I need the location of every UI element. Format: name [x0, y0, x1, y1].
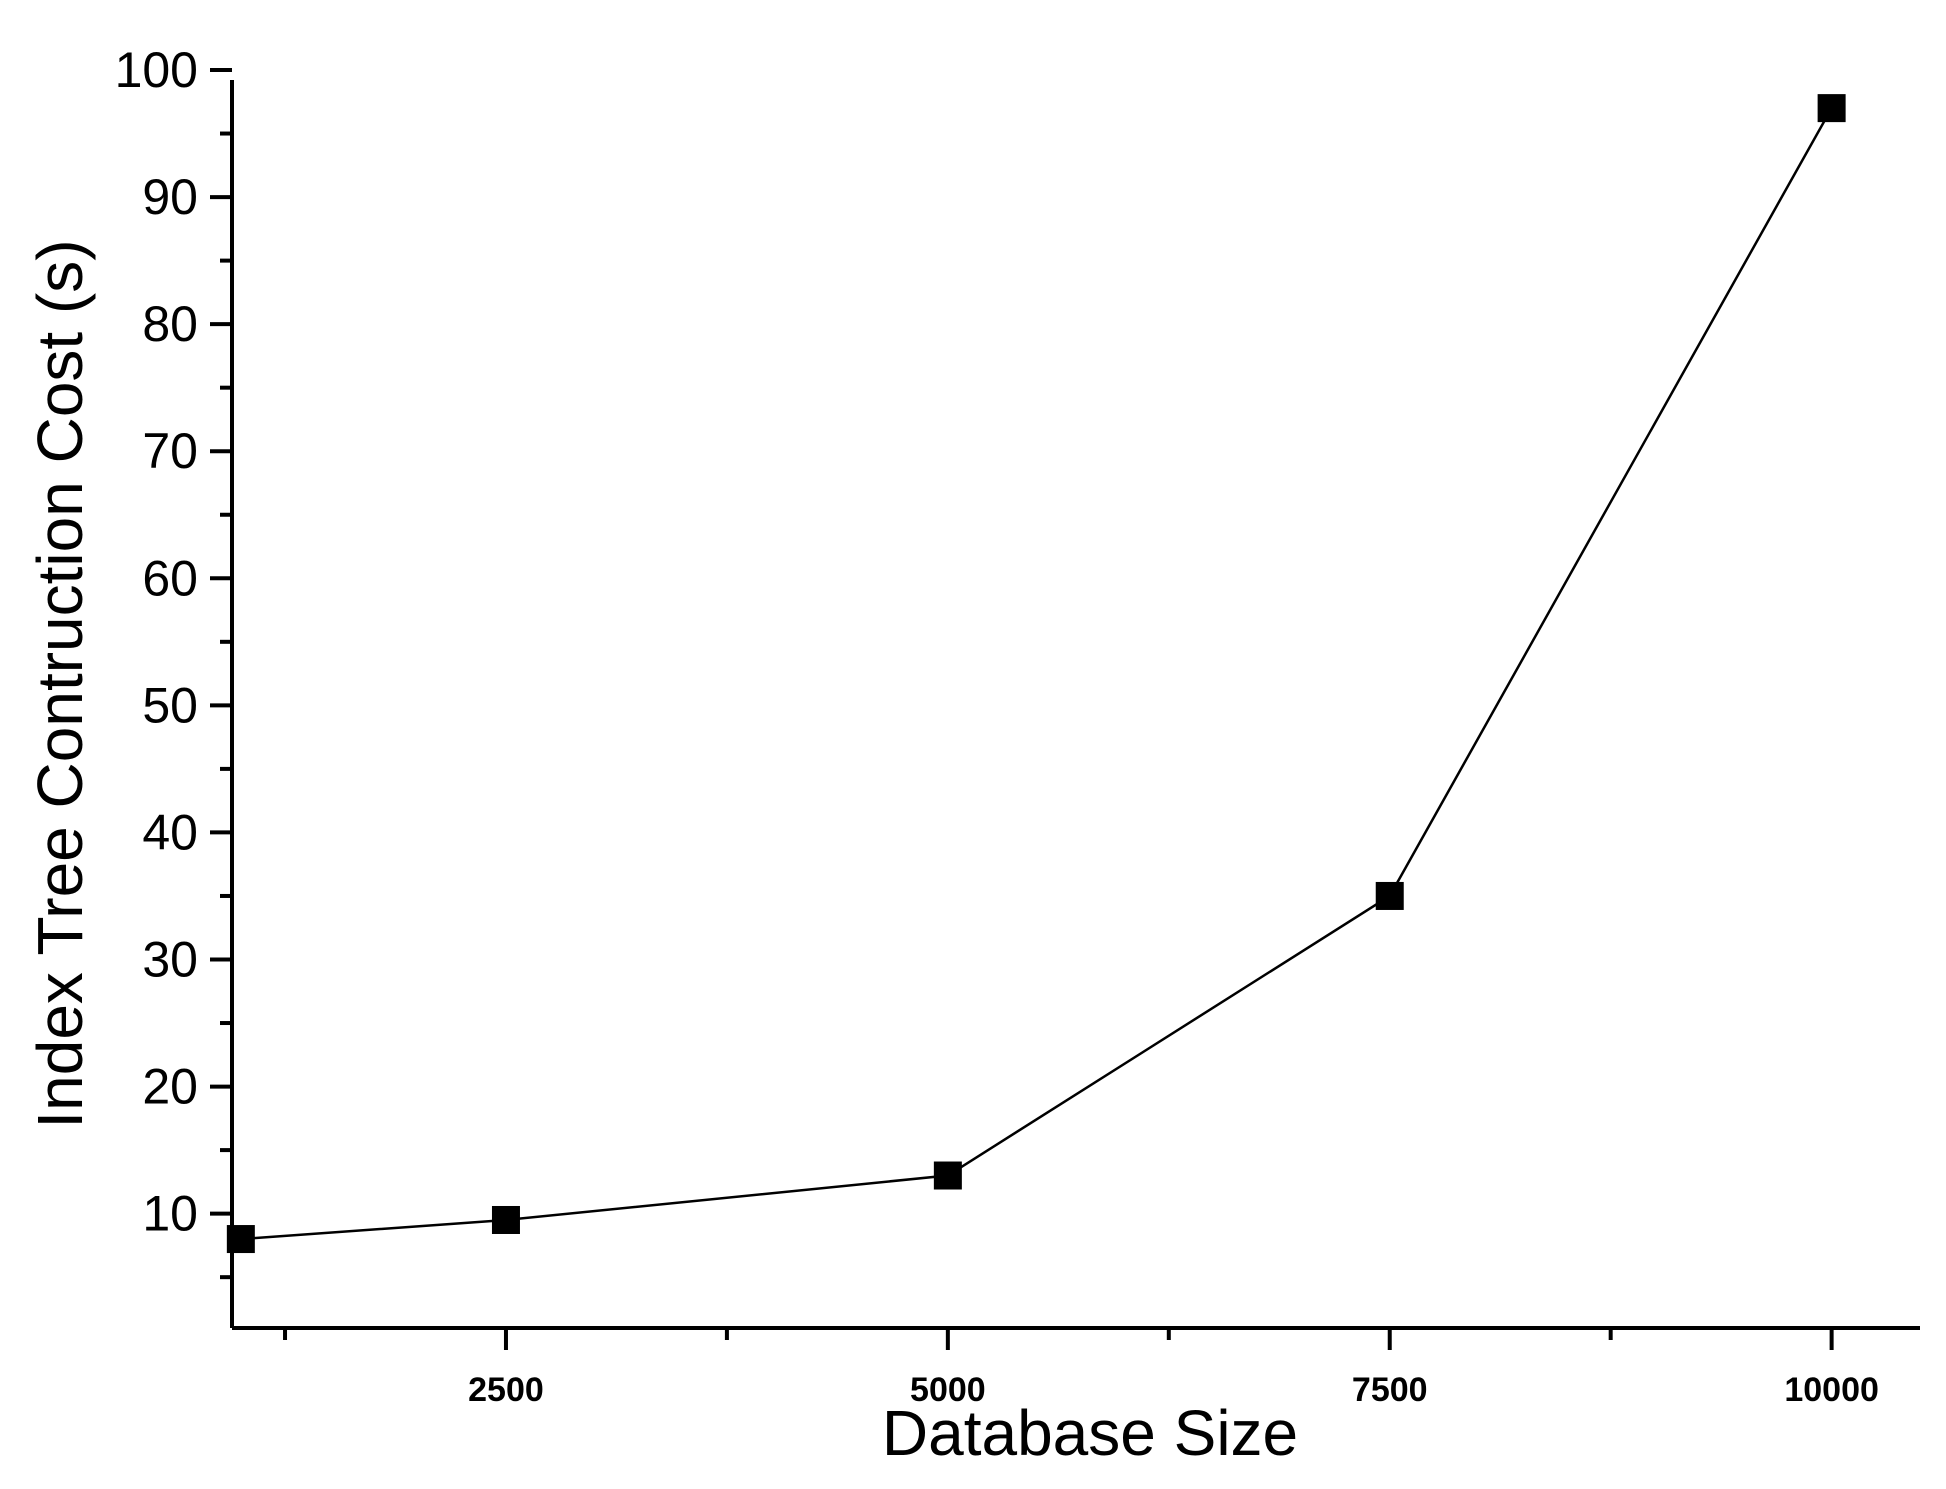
y-tick-label: 80 — [142, 296, 198, 352]
data-point — [933, 1161, 962, 1190]
ticks: 10 20 30 40 50 60 70 80 90 100 2500 5000 7500 10000 — [115, 42, 1879, 1409]
y-tick-label: 60 — [142, 550, 198, 606]
y-tick-label: 10 — [142, 1186, 198, 1242]
y-tick-label: 90 — [142, 169, 198, 225]
x-tick-label: 2500 — [468, 1371, 544, 1409]
series-line — [240, 107, 1833, 1241]
x-tick-label: 10000 — [1784, 1371, 1879, 1409]
data-point — [1817, 94, 1846, 123]
x-tick-label: 7500 — [1352, 1371, 1428, 1409]
data-point — [226, 1225, 255, 1254]
y-tick-label: 100 — [115, 42, 198, 98]
series — [226, 94, 1846, 1254]
y-axis-title: Index Tree Contruction Cost (s) — [24, 239, 96, 1128]
x-tick-label: 5000 — [910, 1371, 986, 1409]
y-tick-label: 20 — [142, 1059, 198, 1115]
data-point — [491, 1205, 520, 1234]
data-point — [1375, 881, 1404, 910]
y-tick-label: 30 — [142, 931, 198, 987]
y-tick-label: 40 — [142, 804, 198, 860]
y-tick-label: 50 — [142, 677, 198, 733]
y-tick-label: 70 — [142, 423, 198, 479]
axes — [230, 80, 1920, 1330]
x-axis-title: Database Size — [882, 1397, 1298, 1469]
